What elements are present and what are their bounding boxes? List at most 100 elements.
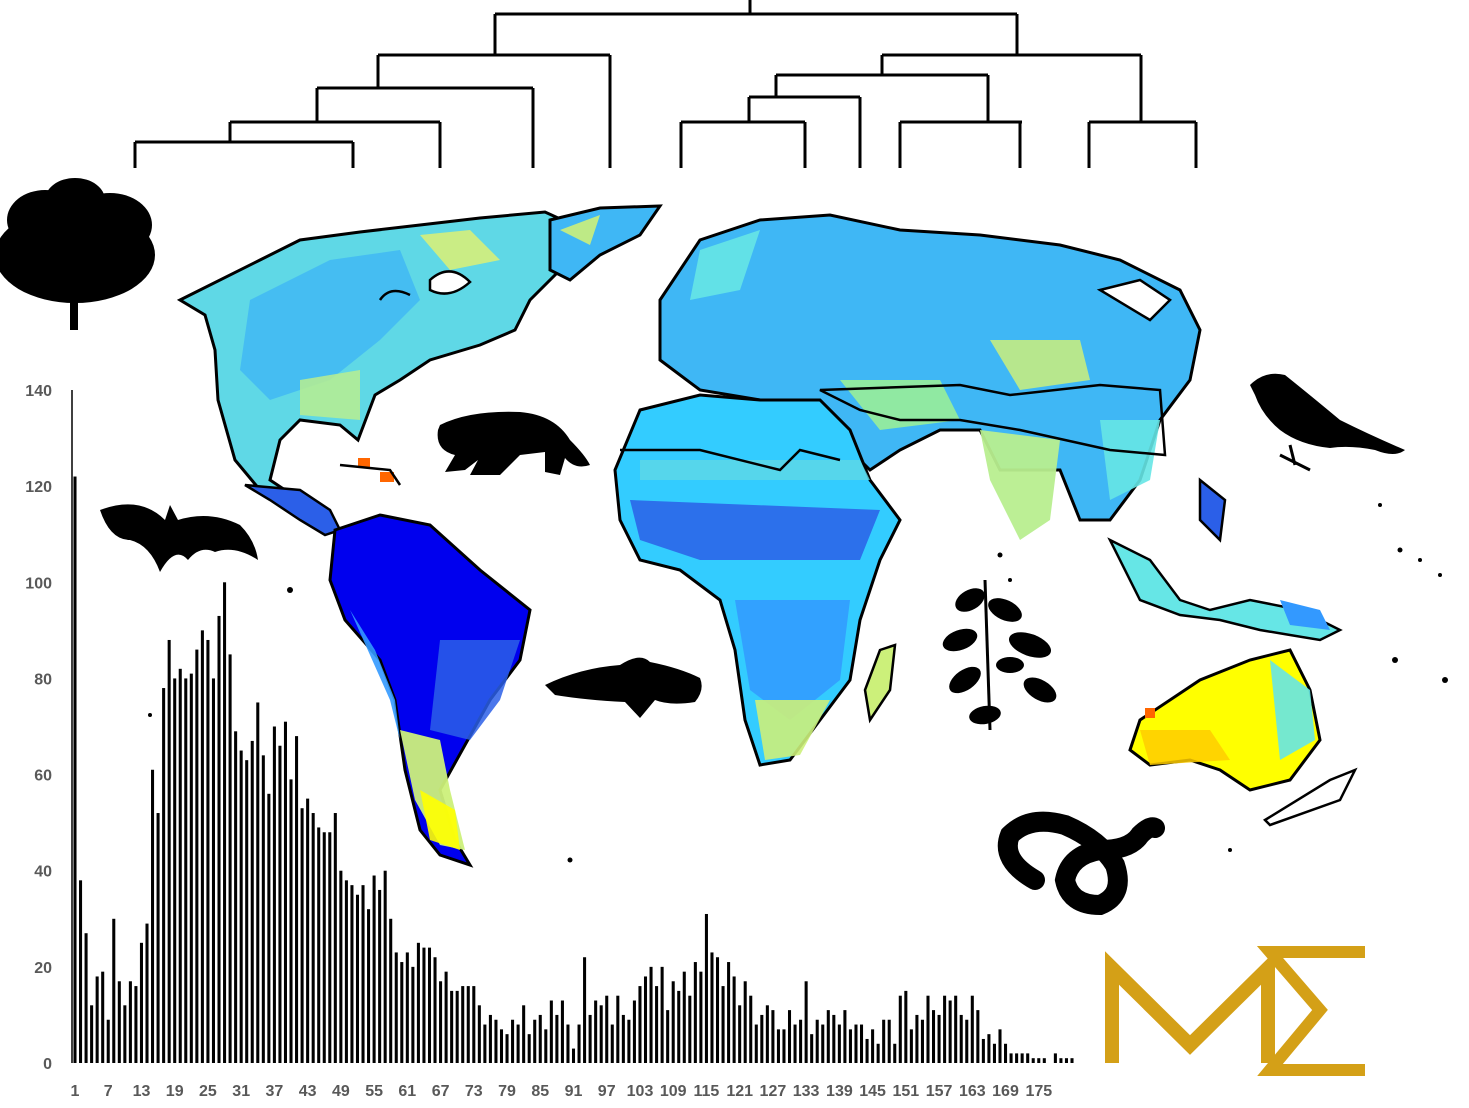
bar-65 — [427, 947, 432, 1063]
central-america — [244, 458, 402, 537]
bar-99 — [616, 995, 620, 1063]
north-america — [176, 204, 663, 502]
x-tick-label: 67 — [432, 1083, 450, 1100]
bar-68 — [444, 971, 448, 1063]
bar-113 — [693, 962, 697, 1063]
bar-48 — [333, 813, 337, 1063]
bar-29 — [228, 654, 232, 1063]
bar-123 — [749, 995, 753, 1063]
bar-118 — [721, 986, 725, 1063]
bar-43 — [306, 798, 310, 1063]
x-tick-label: 13 — [133, 1083, 151, 1100]
bar-180 — [1064, 1058, 1068, 1063]
y-axis-ticks: 0 20 40 60 80 100 120 140 — [25, 383, 52, 1073]
bar-181 — [1070, 1058, 1074, 1063]
y-tick-label: 140 — [25, 383, 52, 400]
bar-22 — [189, 673, 193, 1063]
bar-57 — [383, 870, 387, 1063]
x-tick-label: 109 — [660, 1083, 687, 1100]
x-tick-label: 91 — [565, 1083, 583, 1100]
bar-15 — [151, 769, 155, 1063]
australia — [1128, 648, 1358, 827]
bar-156 — [932, 1010, 936, 1063]
bar-70 — [455, 990, 459, 1063]
bar-170 — [1009, 1053, 1013, 1063]
bar-23 — [195, 649, 199, 1063]
bar-72 — [466, 986, 470, 1063]
bar-168 — [998, 1029, 1002, 1063]
bar-35 — [261, 755, 265, 1063]
bar-179 — [1059, 1058, 1063, 1063]
bar-19 — [173, 678, 177, 1063]
bar-81 — [516, 1024, 520, 1063]
bar-87 — [549, 1000, 553, 1063]
bar-124 — [754, 1024, 758, 1063]
bar-12 — [134, 986, 138, 1063]
bar-50 — [344, 880, 348, 1063]
bar-66 — [433, 957, 437, 1063]
x-tick-label: 133 — [793, 1083, 820, 1100]
bar-10 — [123, 1005, 127, 1063]
x-tick-label: 73 — [465, 1083, 483, 1100]
bar-34 — [256, 702, 260, 1063]
x-tick-label: 157 — [926, 1083, 953, 1100]
bar-157 — [937, 1014, 941, 1063]
m-sigma-logo — [1105, 946, 1365, 1076]
bar-90 — [566, 1024, 570, 1063]
bar-77 — [494, 1019, 498, 1063]
y-tick-label: 0 — [43, 1056, 52, 1073]
bar-56 — [378, 889, 382, 1063]
x-tick-label: 169 — [992, 1083, 1019, 1100]
bar-164 — [976, 1010, 980, 1063]
bar-148 — [887, 1019, 891, 1063]
bar-130 — [787, 1010, 792, 1063]
bar-38 — [278, 745, 282, 1063]
bar-73 — [472, 986, 476, 1063]
x-tick-label: 43 — [299, 1083, 317, 1100]
bar-31 — [239, 750, 243, 1063]
bar-6 — [101, 971, 105, 1063]
bar-26 — [211, 678, 215, 1063]
bar-166 — [987, 1034, 991, 1063]
bar-125 — [760, 1014, 764, 1063]
y-tick-label: 80 — [34, 671, 52, 688]
bar-59 — [394, 952, 398, 1063]
bar-13 — [139, 942, 143, 1063]
bar-159 — [948, 1000, 952, 1063]
bar-61 — [405, 952, 409, 1063]
bar-110 — [677, 990, 681, 1063]
bar-152 — [909, 1029, 913, 1063]
bar-63 — [416, 942, 420, 1063]
bar-17 — [162, 688, 166, 1063]
bar-128 — [776, 1029, 780, 1063]
bar-137 — [826, 1010, 830, 1063]
bar-74 — [477, 1005, 481, 1063]
island-dots — [148, 503, 1448, 863]
bar-36 — [267, 793, 271, 1063]
bar-127 — [771, 1010, 775, 1063]
bar-95 — [594, 1000, 598, 1063]
bird-icon — [1250, 373, 1405, 472]
bar-45 — [317, 827, 321, 1063]
bar-107 — [660, 966, 664, 1063]
bar-84 — [533, 1019, 537, 1063]
bar-53 — [361, 885, 365, 1063]
bar-3 — [84, 933, 88, 1063]
bar-55 — [372, 875, 376, 1063]
bar-165 — [981, 1038, 985, 1063]
bar-104 — [643, 976, 648, 1063]
bar-140 — [843, 1010, 847, 1063]
bar-7 — [106, 1019, 110, 1063]
x-tick-label: 97 — [598, 1083, 616, 1100]
bar-136 — [821, 1024, 825, 1063]
tree-icon — [0, 178, 155, 330]
x-tick-label: 55 — [365, 1083, 383, 1100]
bar-69 — [450, 990, 454, 1063]
bar-11 — [128, 981, 132, 1063]
bar-121 — [738, 1005, 742, 1063]
y-tick-label: 20 — [34, 960, 52, 977]
x-tick-label: 175 — [1025, 1083, 1052, 1100]
bar-49 — [339, 870, 343, 1063]
bar-138 — [832, 1014, 836, 1063]
